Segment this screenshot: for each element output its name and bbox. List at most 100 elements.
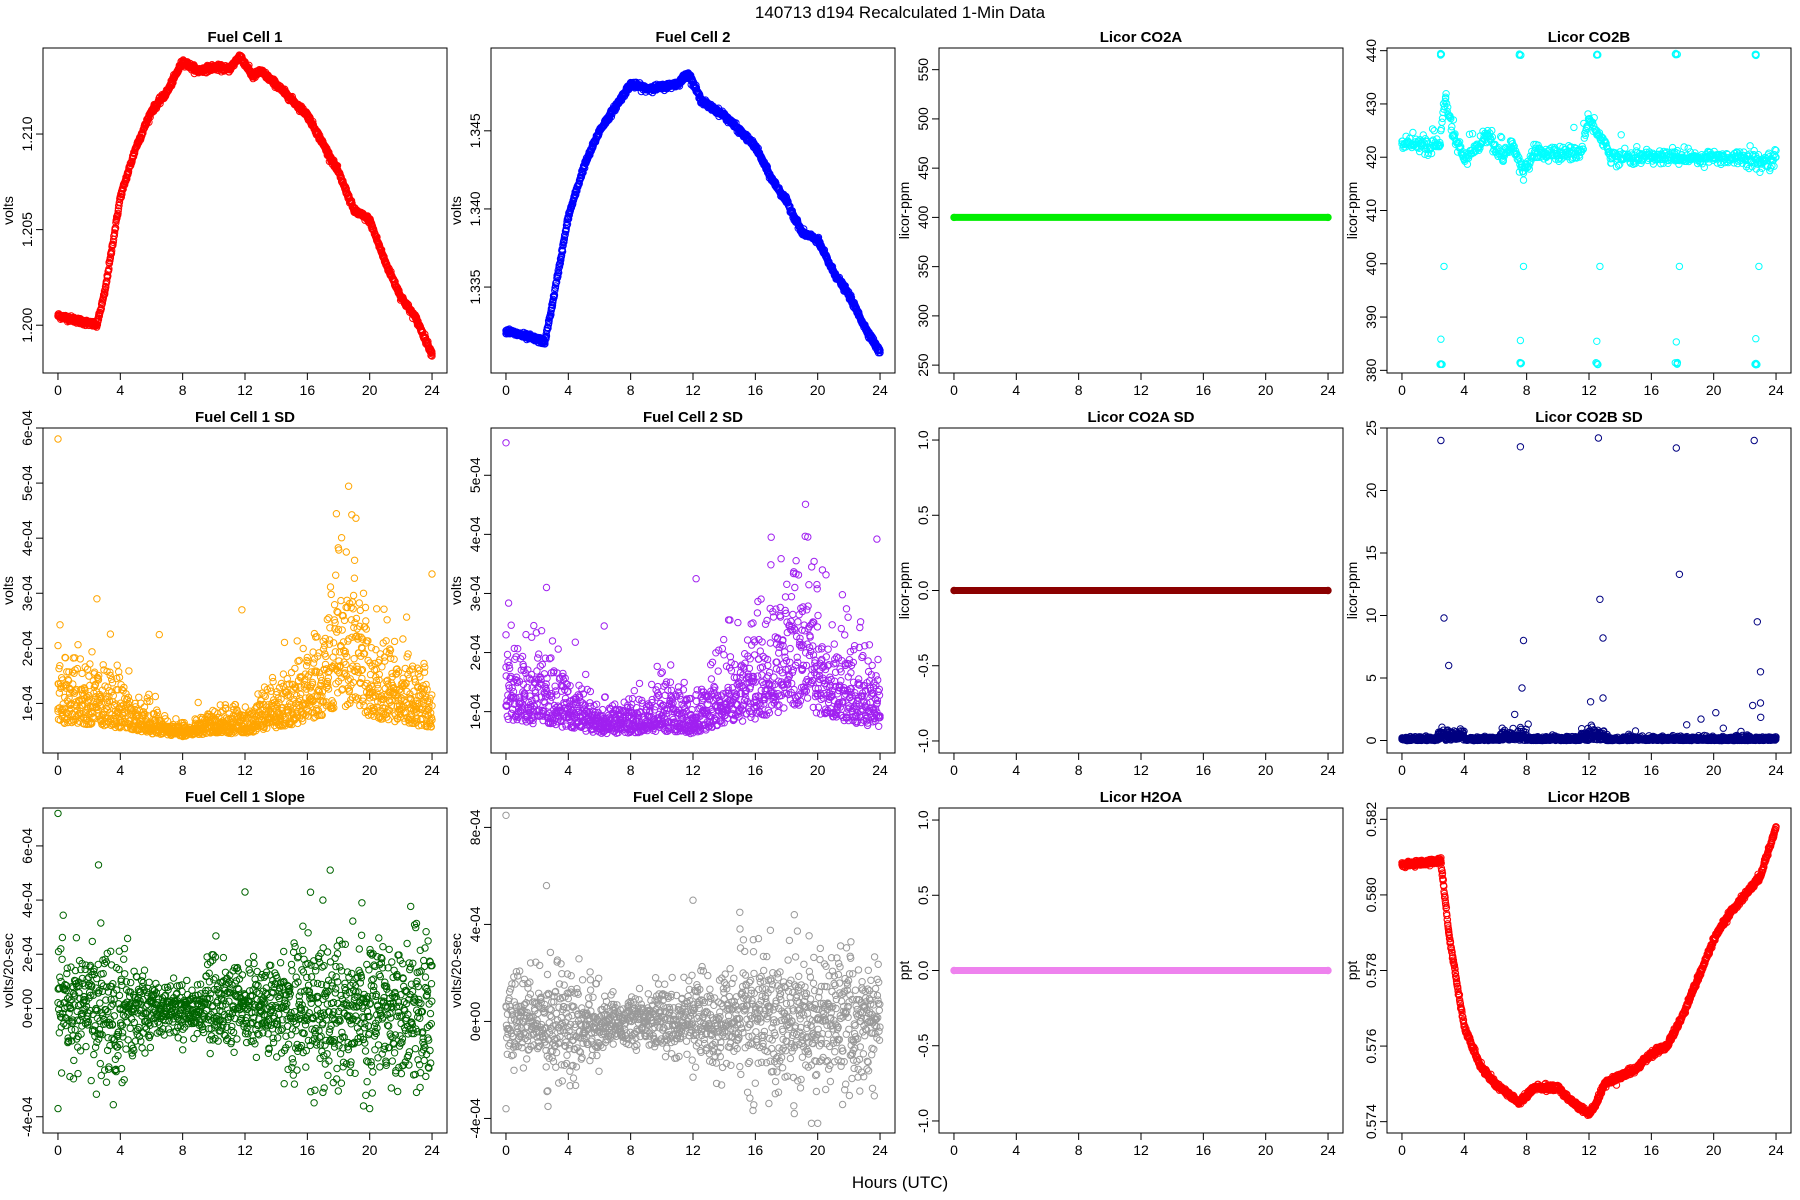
data-point bbox=[180, 719, 188, 727]
y-tick-label: 550 bbox=[915, 58, 931, 82]
control-point bbox=[1632, 153, 1640, 161]
control-point bbox=[541, 338, 549, 346]
data-point bbox=[284, 691, 293, 699]
data-point bbox=[318, 711, 326, 719]
data-point bbox=[342, 660, 350, 669]
control-point bbox=[179, 57, 187, 66]
data-point bbox=[311, 668, 320, 677]
data-point bbox=[94, 676, 103, 684]
data-point bbox=[330, 601, 339, 609]
y-tick-label: 1.340 bbox=[467, 191, 483, 226]
data-point bbox=[340, 616, 349, 625]
y-tick-label: 410 bbox=[1363, 199, 1379, 223]
data-point bbox=[104, 683, 112, 691]
data-point bbox=[337, 596, 345, 605]
control-point bbox=[319, 139, 327, 148]
data-point bbox=[1519, 176, 1528, 184]
data-point bbox=[54, 707, 62, 715]
data-point bbox=[339, 611, 347, 620]
data-point bbox=[295, 656, 303, 665]
data-point bbox=[275, 683, 284, 692]
data-point bbox=[241, 703, 250, 711]
data-point bbox=[1673, 146, 1682, 155]
data-point bbox=[172, 715, 180, 723]
data-point bbox=[1457, 143, 1465, 151]
control-point bbox=[1435, 142, 1444, 151]
y-tick-label: 390 bbox=[1363, 305, 1379, 329]
data-point bbox=[1516, 336, 1525, 345]
x-tick-label: 12 bbox=[237, 382, 253, 398]
data-point bbox=[326, 583, 335, 591]
control-point bbox=[1585, 116, 1593, 124]
data-point bbox=[1451, 130, 1459, 138]
control-point bbox=[611, 103, 619, 112]
y-tick-label: 3e-04 bbox=[19, 575, 35, 611]
data-point bbox=[387, 267, 395, 276]
x-tick-label: 16 bbox=[300, 762, 316, 778]
data-point bbox=[1409, 128, 1417, 137]
data-point bbox=[324, 685, 333, 693]
control-point bbox=[642, 84, 650, 93]
data-point bbox=[332, 571, 340, 579]
data-point bbox=[1593, 337, 1601, 345]
x-tick-label: 24 bbox=[872, 382, 888, 398]
data-point bbox=[563, 220, 572, 228]
control-point bbox=[1554, 150, 1562, 159]
control-point bbox=[350, 206, 358, 215]
control-point bbox=[767, 174, 775, 182]
data-point bbox=[110, 229, 119, 237]
data-point bbox=[299, 644, 307, 653]
control-point bbox=[720, 111, 728, 119]
data-point bbox=[1581, 131, 1590, 139]
control-point bbox=[580, 163, 588, 171]
control-point bbox=[1710, 153, 1718, 161]
y-tick-label: 1.200 bbox=[19, 307, 35, 342]
data-point bbox=[557, 256, 565, 264]
data-point bbox=[1525, 165, 1534, 173]
control-point bbox=[782, 197, 791, 205]
x-tick-label: 20 bbox=[1706, 382, 1722, 398]
control-point bbox=[684, 69, 692, 77]
data-point bbox=[782, 193, 791, 202]
control-point bbox=[1741, 153, 1749, 161]
control-point bbox=[845, 291, 853, 299]
data-point bbox=[320, 642, 329, 650]
control-point bbox=[658, 83, 666, 91]
data-point bbox=[1570, 123, 1578, 132]
data-point bbox=[1752, 359, 1760, 368]
data-point bbox=[279, 670, 288, 678]
y-tick-label: 380 bbox=[1363, 358, 1379, 382]
y-tick-label: 440 bbox=[1363, 39, 1379, 63]
data-point bbox=[285, 680, 293, 688]
data-point bbox=[304, 658, 312, 666]
data-point bbox=[145, 690, 153, 698]
data-point bbox=[329, 699, 337, 707]
x-tick-label: 0 bbox=[1398, 382, 1406, 398]
y-axis-label: licor-ppm bbox=[896, 182, 912, 240]
control-point bbox=[876, 349, 884, 357]
data-point bbox=[1717, 160, 1725, 169]
y-tick-label: 1.335 bbox=[467, 269, 483, 304]
y-tick-label: 1.205 bbox=[19, 212, 35, 247]
data-point bbox=[106, 253, 115, 262]
y-tick-label: 1.210 bbox=[19, 116, 35, 151]
data-point bbox=[73, 664, 82, 673]
x-tick-label: 8 bbox=[179, 762, 187, 778]
plot-frame bbox=[1386, 47, 1792, 374]
control-point bbox=[798, 228, 806, 237]
data-point bbox=[115, 668, 123, 676]
panel-title: Licor CO2B bbox=[1548, 29, 1631, 46]
control-point bbox=[366, 216, 374, 224]
data-point bbox=[76, 655, 85, 663]
y-tick-label: 350 bbox=[915, 255, 931, 279]
data-point bbox=[70, 717, 78, 725]
data-point bbox=[56, 621, 64, 629]
control-point bbox=[249, 73, 257, 81]
x-tick-label: 16 bbox=[300, 382, 316, 398]
control-point bbox=[147, 107, 156, 115]
data-point bbox=[293, 637, 301, 645]
data-point bbox=[334, 625, 343, 634]
data-point bbox=[835, 273, 843, 282]
control-point bbox=[1530, 148, 1539, 156]
data-point bbox=[1672, 338, 1681, 346]
